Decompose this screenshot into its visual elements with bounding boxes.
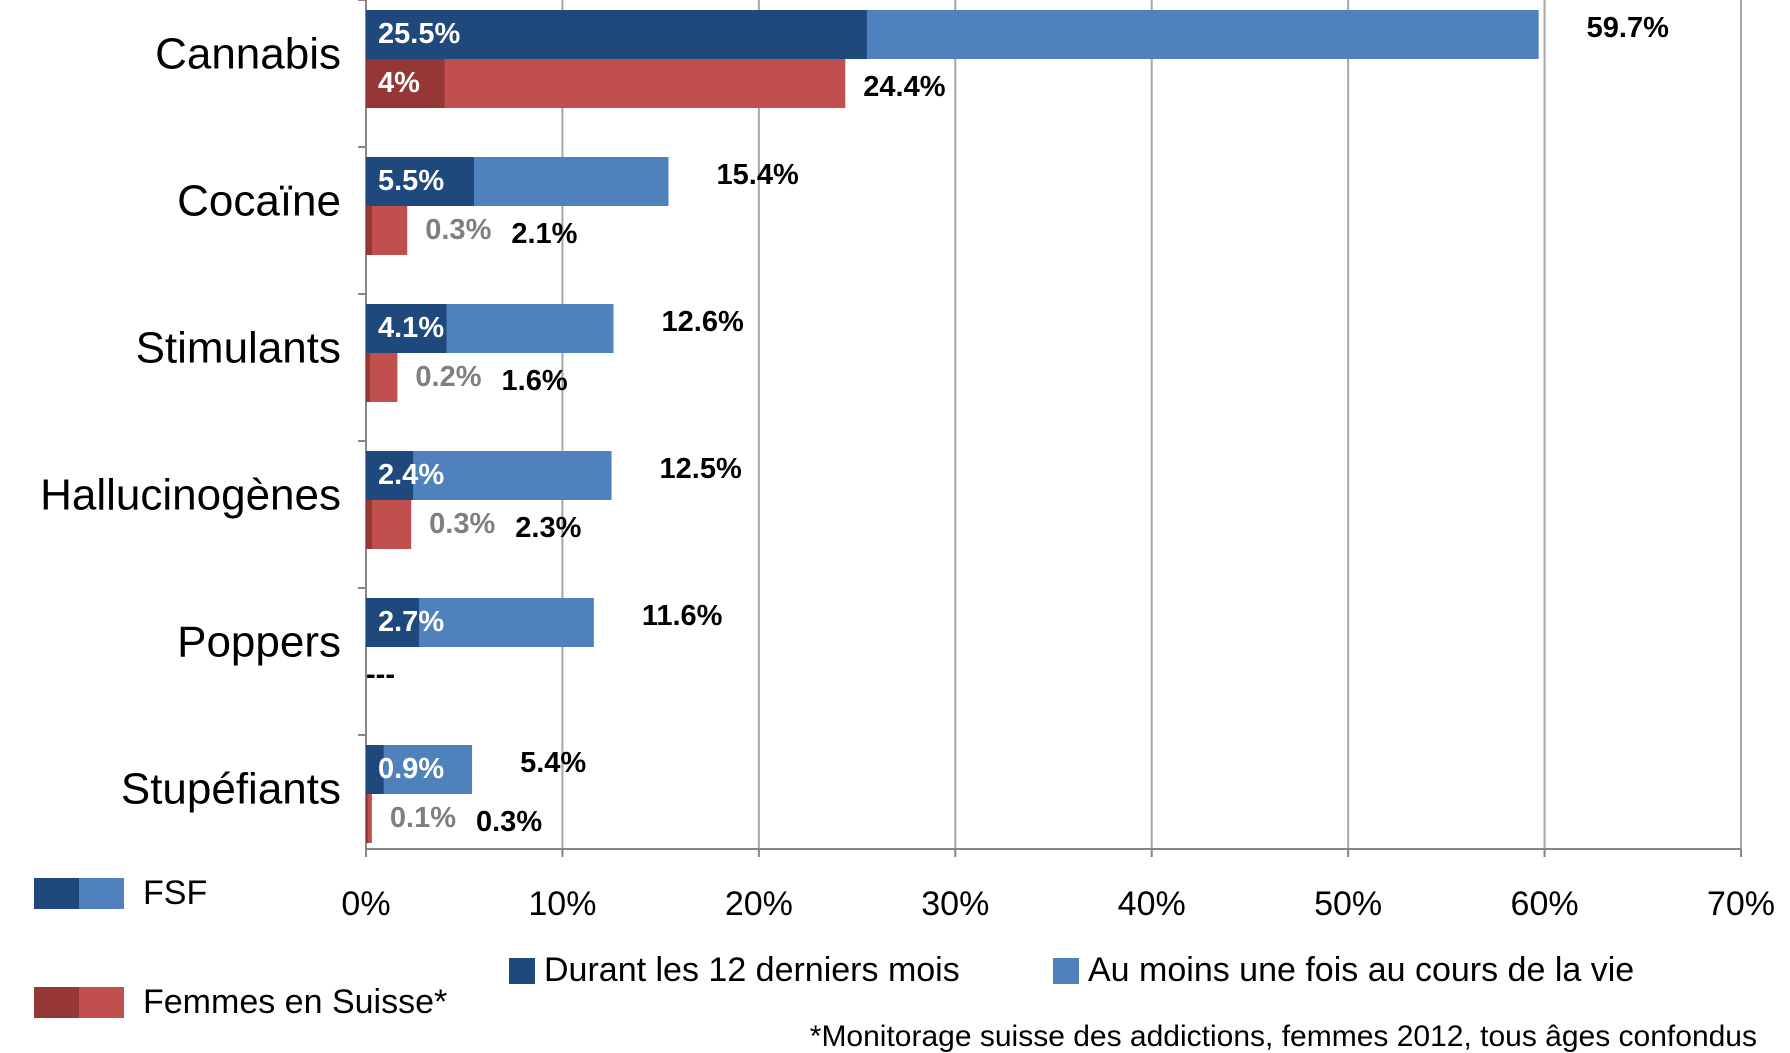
legend-label: Femmes en Suisse* — [143, 983, 447, 1021]
category-label: Hallucinogènes — [40, 471, 341, 520]
x-tick-label: 70% — [1707, 885, 1775, 923]
value-label: 12.5% — [660, 453, 742, 485]
x-tick-label: 60% — [1511, 885, 1579, 923]
bar — [366, 206, 408, 255]
bar — [366, 59, 846, 108]
bar — [366, 353, 398, 402]
bar — [366, 10, 867, 59]
value-label: 2.4% — [378, 459, 444, 491]
value-label: 0.3% — [425, 214, 491, 246]
value-label: 15.4% — [717, 159, 799, 191]
bar — [366, 353, 370, 402]
value-label: 1.6% — [502, 365, 568, 397]
x-tick-label: 20% — [725, 885, 793, 923]
value-label: 2.7% — [378, 606, 444, 638]
bar — [366, 451, 414, 500]
bar — [366, 157, 475, 206]
category-label: Cocaïne — [177, 177, 341, 226]
legend-label: Au moins une fois au cours de la vie — [1088, 951, 1634, 989]
legend-label: FSF — [143, 874, 207, 912]
value-label: 5.5% — [378, 165, 444, 197]
value-label: 25.5% — [378, 18, 460, 50]
value-label: 4.1% — [378, 312, 444, 344]
value-label: 0.9% — [378, 753, 444, 785]
legend-swatch — [34, 878, 79, 909]
value-label: 11.6% — [642, 600, 723, 632]
bar — [366, 500, 372, 549]
bar — [366, 745, 384, 794]
bar — [366, 794, 368, 843]
value-label: 24.4% — [863, 71, 945, 103]
value-label: 2.3% — [515, 512, 581, 544]
legend-label: Durant les 12 derniers mois — [544, 951, 960, 989]
x-tick-label: 10% — [528, 885, 596, 923]
category-label: Poppers — [177, 618, 341, 667]
value-label: 0.3% — [429, 508, 495, 540]
bar — [366, 59, 445, 108]
legend-swatch — [79, 987, 124, 1018]
value-label: 5.4% — [520, 747, 586, 779]
x-tick-label: 0% — [341, 885, 390, 923]
value-label: 2.1% — [511, 218, 577, 250]
value-label: 59.7% — [1587, 12, 1669, 44]
bar — [366, 206, 372, 255]
legend-swatch — [34, 987, 79, 1018]
legend-swatch — [1053, 958, 1079, 984]
x-tick-label: 40% — [1118, 885, 1186, 923]
value-label: --- — [366, 659, 395, 691]
category-label: Stimulants — [136, 324, 341, 373]
value-label: 12.6% — [662, 306, 744, 338]
value-label: 4% — [378, 67, 420, 99]
footnote: *Monitorage suisse des addictions, femme… — [810, 1020, 1757, 1053]
bar — [366, 304, 447, 353]
bar — [366, 500, 412, 549]
value-label: 0.3% — [476, 806, 542, 838]
legend-swatch — [79, 878, 124, 909]
category-label: Stupéfiants — [121, 765, 341, 814]
x-tick-label: 50% — [1314, 885, 1382, 923]
value-label: 0.2% — [415, 361, 481, 393]
legend-swatch — [509, 958, 535, 984]
bar — [366, 598, 420, 647]
x-tick-label: 30% — [921, 885, 989, 923]
bar — [366, 794, 372, 843]
category-label: Cannabis — [155, 30, 341, 79]
value-label: 0.1% — [390, 802, 456, 834]
